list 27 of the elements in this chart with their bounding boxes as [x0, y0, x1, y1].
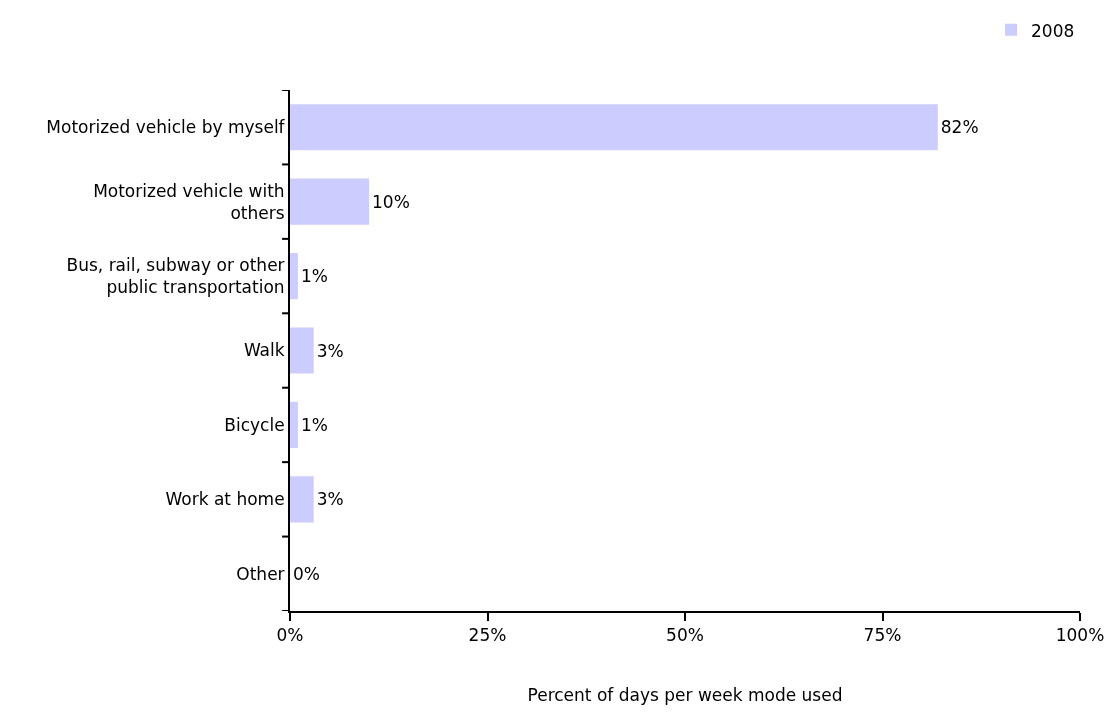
- data-label: 82%: [940, 117, 979, 138]
- y-tick-label: Work at home: [165, 489, 285, 510]
- bar: [290, 327, 314, 374]
- data-label: 0%: [293, 563, 320, 584]
- bar: [290, 178, 369, 225]
- bar: [290, 104, 938, 151]
- y-tick-label: Motorized vehicle by myself: [46, 117, 286, 138]
- x-tick-label: 75%: [863, 625, 902, 646]
- legend-label: 2008: [1031, 20, 1075, 41]
- data-label: 10%: [372, 191, 410, 212]
- x-tick-label: 25%: [468, 625, 507, 646]
- x-axis-title: Percent of days per week mode used: [527, 685, 843, 706]
- y-tick-label: Other: [236, 563, 285, 584]
- y-tick-label: Bus, rail, subway or other public transportation: [66, 254, 285, 298]
- y-tick-label: Motorized vehicle with others: [93, 180, 285, 223]
- bar: [290, 401, 298, 448]
- y-tick-label: Bicycle: [224, 414, 285, 435]
- bar: [290, 476, 314, 523]
- data-label: 3%: [316, 340, 344, 361]
- data-label: 1%: [300, 414, 328, 435]
- data-label: 1%: [300, 266, 328, 287]
- x-tick-label: 50%: [666, 625, 704, 646]
- x-tick-label: 0%: [276, 625, 304, 646]
- bar: [290, 253, 298, 300]
- x-tick-label: 100%: [1055, 625, 1105, 646]
- y-tick-label: Walk: [243, 340, 285, 361]
- data-label: 3%: [316, 489, 344, 510]
